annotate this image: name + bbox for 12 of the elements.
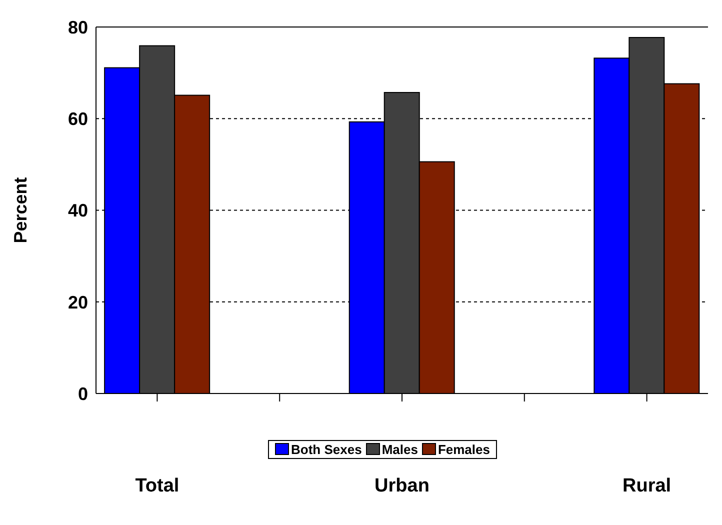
- y-axis-title: Percent: [10, 177, 30, 244]
- y-tick-label: 20: [68, 292, 88, 312]
- x-tick-label: Total: [135, 476, 180, 496]
- y-tick-label: 0: [78, 384, 88, 404]
- y-tick-label: 40: [68, 200, 88, 221]
- legend-label: Females: [436, 442, 490, 456]
- x-tick-label: Urban: [374, 476, 430, 496]
- y-tick-label: 80: [68, 17, 88, 38]
- x-tick-label: Rural: [622, 476, 672, 496]
- legend-label: Males: [380, 442, 418, 456]
- legend-label: Both Sexes: [290, 442, 362, 456]
- y-tick-label: 60: [68, 109, 88, 130]
